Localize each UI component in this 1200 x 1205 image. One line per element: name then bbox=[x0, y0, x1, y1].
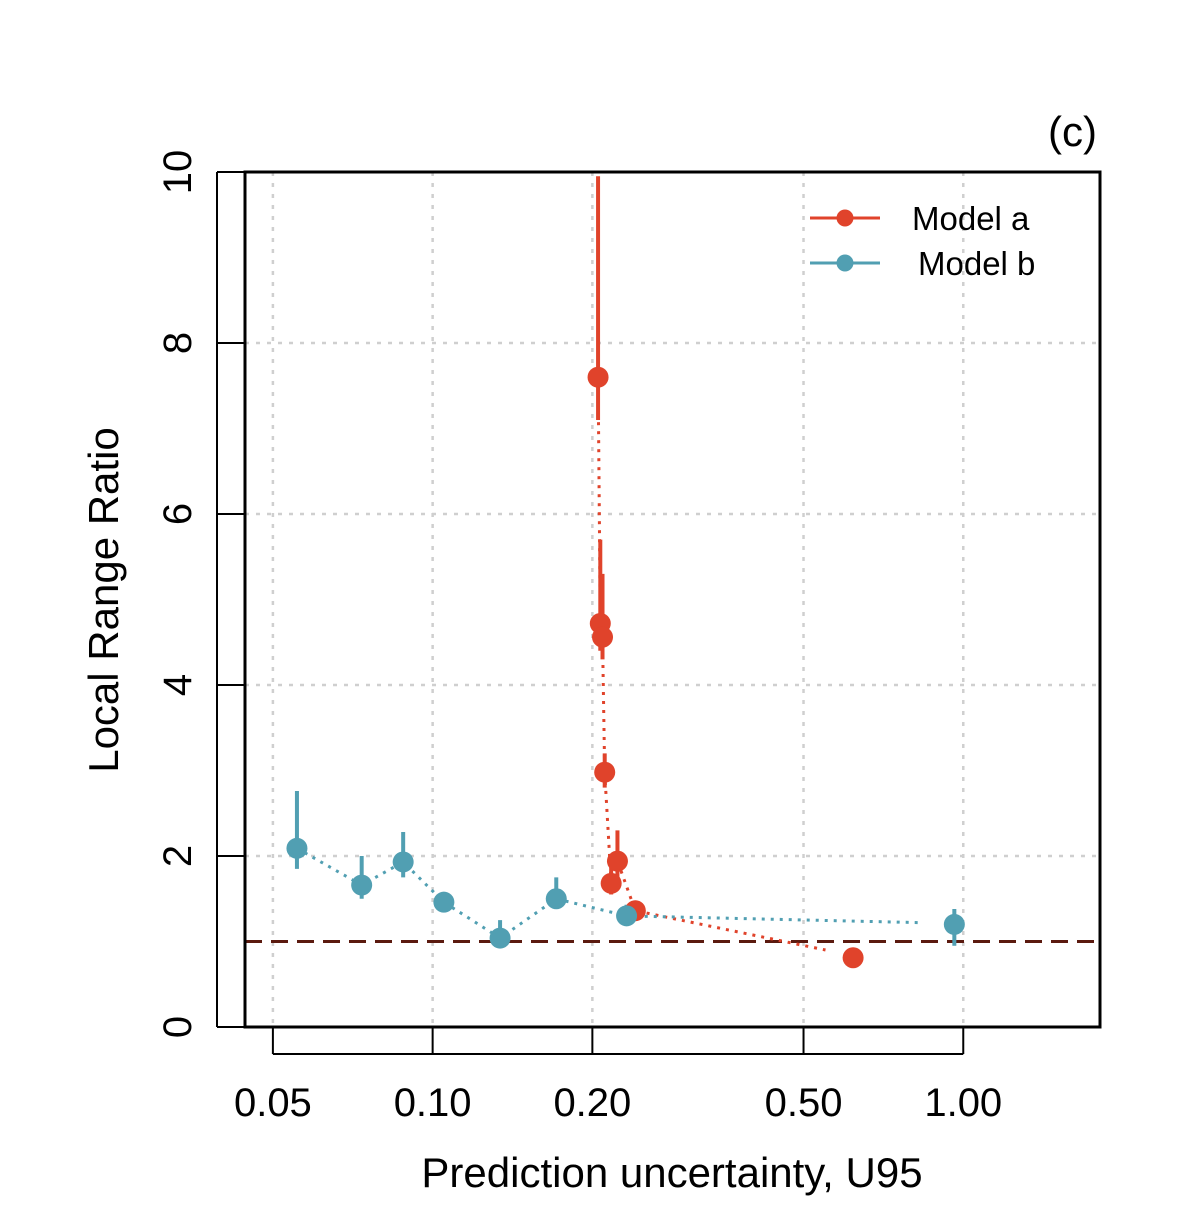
plot-frame bbox=[243, 170, 1102, 1029]
x-tick-label: 1.00 bbox=[924, 1081, 1002, 1125]
y-tick-label: 2 bbox=[156, 845, 200, 867]
legend-label-model-a: Model a bbox=[912, 200, 1030, 237]
model-a-trend-line bbox=[596, 377, 826, 952]
model-b-point bbox=[392, 851, 414, 873]
legend-marker-model-a bbox=[836, 209, 854, 227]
model-a-point bbox=[606, 850, 628, 872]
y-axis-title: Local Range Ratio bbox=[80, 427, 127, 773]
model-a-point bbox=[594, 761, 616, 783]
model-b-point bbox=[286, 837, 308, 859]
model-a-point bbox=[842, 947, 864, 969]
legend: Model a Model b bbox=[810, 200, 1035, 282]
legend-marker-model-b bbox=[836, 254, 854, 272]
model-b-point bbox=[616, 905, 638, 927]
y-tick-label: 8 bbox=[156, 332, 200, 354]
y-tick-label: 10 bbox=[156, 150, 200, 195]
model-b-point bbox=[545, 888, 567, 910]
x-tick-label: 0.20 bbox=[553, 1081, 631, 1125]
model-a-point bbox=[600, 872, 622, 894]
model-b-point bbox=[351, 874, 373, 896]
model-b-point bbox=[943, 913, 965, 935]
model-b-point bbox=[489, 927, 511, 949]
x-axis-title: Prediction uncertainty, U95 bbox=[421, 1149, 922, 1196]
model-a-point bbox=[592, 626, 614, 648]
model-a-point bbox=[587, 366, 609, 388]
y-tick-label: 6 bbox=[156, 503, 200, 525]
x-tick-label: 0.05 bbox=[234, 1081, 312, 1125]
panel-label: (c) bbox=[1048, 108, 1097, 155]
axes: 0.05 0.10 0.20 0.50 1.00 0 2 4 6 8 10 bbox=[156, 150, 1002, 1125]
data-points bbox=[286, 366, 965, 969]
model-b-point bbox=[433, 891, 455, 913]
y-tick-label: 4 bbox=[156, 674, 200, 696]
x-tick-label: 0.50 bbox=[765, 1081, 843, 1125]
plot-background bbox=[245, 172, 1100, 1027]
y-tick-label: 0 bbox=[156, 1016, 200, 1038]
legend-label-model-b: Model b bbox=[918, 245, 1035, 282]
x-tick-label: 0.10 bbox=[394, 1081, 472, 1125]
